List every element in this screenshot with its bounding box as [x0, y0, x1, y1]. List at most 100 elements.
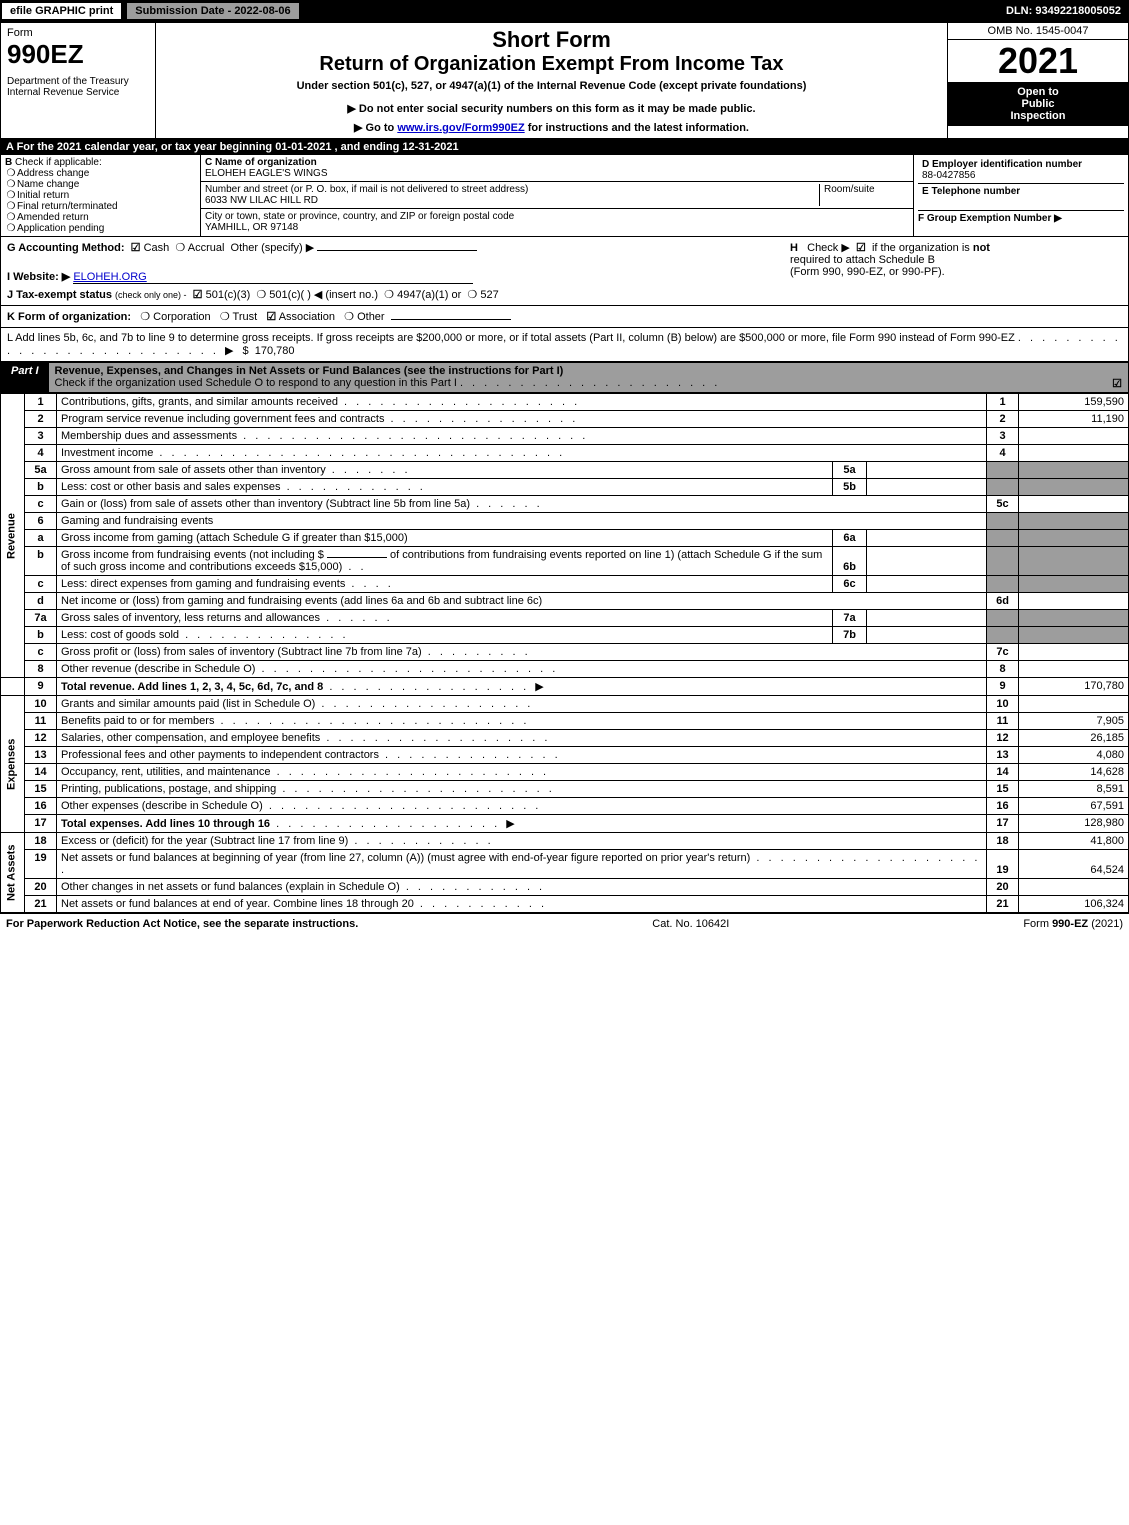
public-inspection-box: Open to Public Inspection — [948, 82, 1128, 126]
other-specify-input[interactable] — [317, 250, 477, 251]
tax-exempt-note: (check only one) - — [115, 290, 187, 300]
line-12-desc: Salaries, other compensation, and employ… — [61, 732, 320, 744]
efile-print-button[interactable]: efile GRAPHIC print — [0, 1, 123, 21]
chk-schedule-o-part1[interactable]: ☑ — [1112, 377, 1122, 390]
line-7b-amt-shade — [1019, 627, 1129, 644]
omb-number: OMB No. 1545-0047 — [948, 23, 1128, 40]
part-1-check-line: Check if the organization used Schedule … — [55, 377, 457, 389]
line-21-ref: 21 — [987, 896, 1019, 913]
chk-initial-return[interactable]: ❍ — [5, 190, 17, 201]
line-6b-desc1: Gross income from fundraising events (no… — [61, 549, 324, 561]
goto-note: ▶ Go to www.irs.gov/Form990EZ for instru… — [160, 121, 943, 134]
goto-suffix: for instructions and the latest informat… — [525, 122, 749, 134]
line-7b-num: b — [25, 627, 57, 644]
org-name: ELOHEH EAGLE'S WINGS — [205, 168, 328, 179]
chk-other-org[interactable]: ❍ — [344, 311, 354, 323]
telephone-label: E Telephone number — [922, 186, 1020, 197]
opt-other-org: Other — [357, 311, 385, 323]
netassets-section-label: Net Assets — [1, 833, 25, 913]
chk-527[interactable]: ❍ — [467, 289, 477, 301]
chk-501c3[interactable]: ☑ — [193, 289, 203, 301]
line-13-desc: Professional fees and other payments to … — [61, 749, 379, 761]
street-label: Number and street (or P. O. box, if mail… — [205, 184, 528, 195]
line-7a-num: 7a — [25, 610, 57, 627]
line-6d-desc: Net income or (loss) from gaming and fun… — [61, 595, 542, 607]
city-value: YAMHILL, OR 97148 — [205, 222, 298, 233]
line-6-desc: Gaming and fundraising events — [57, 513, 987, 530]
line-6b-amount-input[interactable] — [327, 557, 387, 558]
line-11-ref: 11 — [987, 713, 1019, 730]
opt-accrual: Accrual — [188, 242, 225, 254]
chk-schedule-b[interactable]: ☑ — [856, 242, 866, 254]
h-not: not — [973, 242, 990, 254]
line-4-num: 4 — [25, 445, 57, 462]
chk-accrual[interactable]: ❍ — [175, 242, 185, 254]
part-1-header: Part I Revenue, Expenses, and Changes in… — [0, 362, 1129, 393]
accounting-website-section: G Accounting Method: ☑ Cash ❍ Accrual Ot… — [0, 237, 1129, 306]
line-8-num: 8 — [25, 661, 57, 678]
page-footer: For Paperwork Reduction Act Notice, see … — [0, 913, 1129, 934]
line-16-num: 16 — [25, 798, 57, 815]
street-value: 6033 NW LILAC HILL RD — [205, 195, 318, 206]
dept-treasury: Department of the Treasury — [7, 76, 149, 87]
chk-association[interactable]: ☑ — [266, 311, 276, 323]
line-19-ref: 19 — [987, 850, 1019, 879]
chk-corporation[interactable]: ❍ — [140, 311, 150, 323]
chk-amended-return[interactable]: ❍ — [5, 212, 17, 223]
line-10-desc: Grants and similar amounts paid (list in… — [61, 698, 315, 710]
chk-application-pending[interactable]: ❍ — [5, 223, 17, 234]
row-k: K Form of organization: ❍ Corporation ❍ … — [0, 306, 1129, 328]
opt-corporation: Corporation — [153, 311, 210, 323]
line-21-amt: 106,324 — [1019, 896, 1129, 913]
chk-cash[interactable]: ☑ — [131, 242, 141, 254]
chk-final-return[interactable]: ❍ — [5, 201, 17, 212]
line-21-desc: Net assets or fund balances at end of ye… — [61, 898, 414, 910]
irs-link[interactable]: www.irs.gov/Form990EZ — [397, 122, 524, 134]
chk-4947[interactable]: ❍ — [384, 289, 394, 301]
website-link[interactable]: ELOHEH.ORG — [73, 271, 146, 283]
irs-label: Internal Revenue Service — [7, 87, 149, 98]
line-13-num: 13 — [25, 747, 57, 764]
line-l-text: L Add lines 5b, 6c, and 7b to line 9 to … — [7, 332, 1015, 344]
line-16-desc: Other expenses (describe in Schedule O) — [61, 800, 263, 812]
tax-exempt-label: J Tax-exempt status — [7, 289, 112, 301]
opt-501c: 501(c)( ) ◀ (insert no.) — [269, 289, 378, 301]
line-14-desc: Occupancy, rent, utilities, and maintena… — [61, 766, 271, 778]
chk-name-change[interactable]: ❍ — [5, 179, 17, 190]
line-14-num: 14 — [25, 764, 57, 781]
line-1-ref: 1 — [987, 394, 1019, 411]
line-19-desc: Net assets or fund balances at beginning… — [61, 852, 750, 864]
org-name-label: C Name of organization — [205, 157, 317, 168]
b-subtitle: Check if applicable: — [15, 157, 102, 168]
dln-number: DLN: 93492218005052 — [998, 3, 1129, 19]
opt-application-pending: Application pending — [17, 223, 104, 234]
return-title: Return of Organization Exempt From Incom… — [160, 53, 943, 76]
line-5b-desc: Less: cost or other basis and sales expe… — [61, 481, 281, 493]
line-9-amt: 170,780 — [1019, 678, 1129, 696]
line-15-num: 15 — [25, 781, 57, 798]
line-12-ref: 12 — [987, 730, 1019, 747]
line-7b-ref-shade — [987, 627, 1019, 644]
h-txt3: required to attach Schedule B — [790, 254, 935, 266]
line-20-amt — [1019, 879, 1129, 896]
chk-trust[interactable]: ❍ — [220, 311, 230, 323]
city-label: City or town, state or province, country… — [205, 211, 514, 222]
entity-info-box: B Check if applicable: ❍Address change ❍… — [0, 155, 1129, 237]
line-11-desc: Benefits paid to or for members — [61, 715, 214, 727]
group-exemption-label: F Group Exemption Number ▶ — [918, 213, 1062, 224]
chk-501c[interactable]: ❍ — [256, 289, 266, 301]
line-20-ref: 20 — [987, 879, 1019, 896]
chk-address-change[interactable]: ❍ — [5, 168, 17, 179]
line-6c-amt-shade — [1019, 576, 1129, 593]
line-6a-ref-shade — [987, 530, 1019, 547]
line-11-num: 11 — [25, 713, 57, 730]
line-5a-ref-shade — [987, 462, 1019, 479]
line-5b-subamt — [867, 479, 987, 496]
line-2-amt: 11,190 — [1019, 411, 1129, 428]
line-5c-num: c — [25, 496, 57, 513]
line-9-desc: Total revenue. Add lines 1, 2, 3, 4, 5c,… — [61, 681, 323, 693]
line-7c-desc: Gross profit or (loss) from sales of inv… — [61, 646, 422, 658]
other-org-input[interactable] — [391, 319, 511, 320]
line-7a-amt-shade — [1019, 610, 1129, 627]
line-7c-ref: 7c — [987, 644, 1019, 661]
